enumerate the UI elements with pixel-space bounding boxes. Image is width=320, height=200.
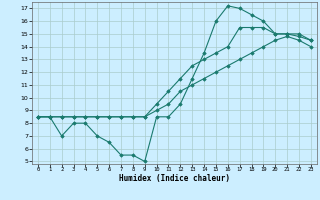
X-axis label: Humidex (Indice chaleur): Humidex (Indice chaleur)	[119, 174, 230, 183]
